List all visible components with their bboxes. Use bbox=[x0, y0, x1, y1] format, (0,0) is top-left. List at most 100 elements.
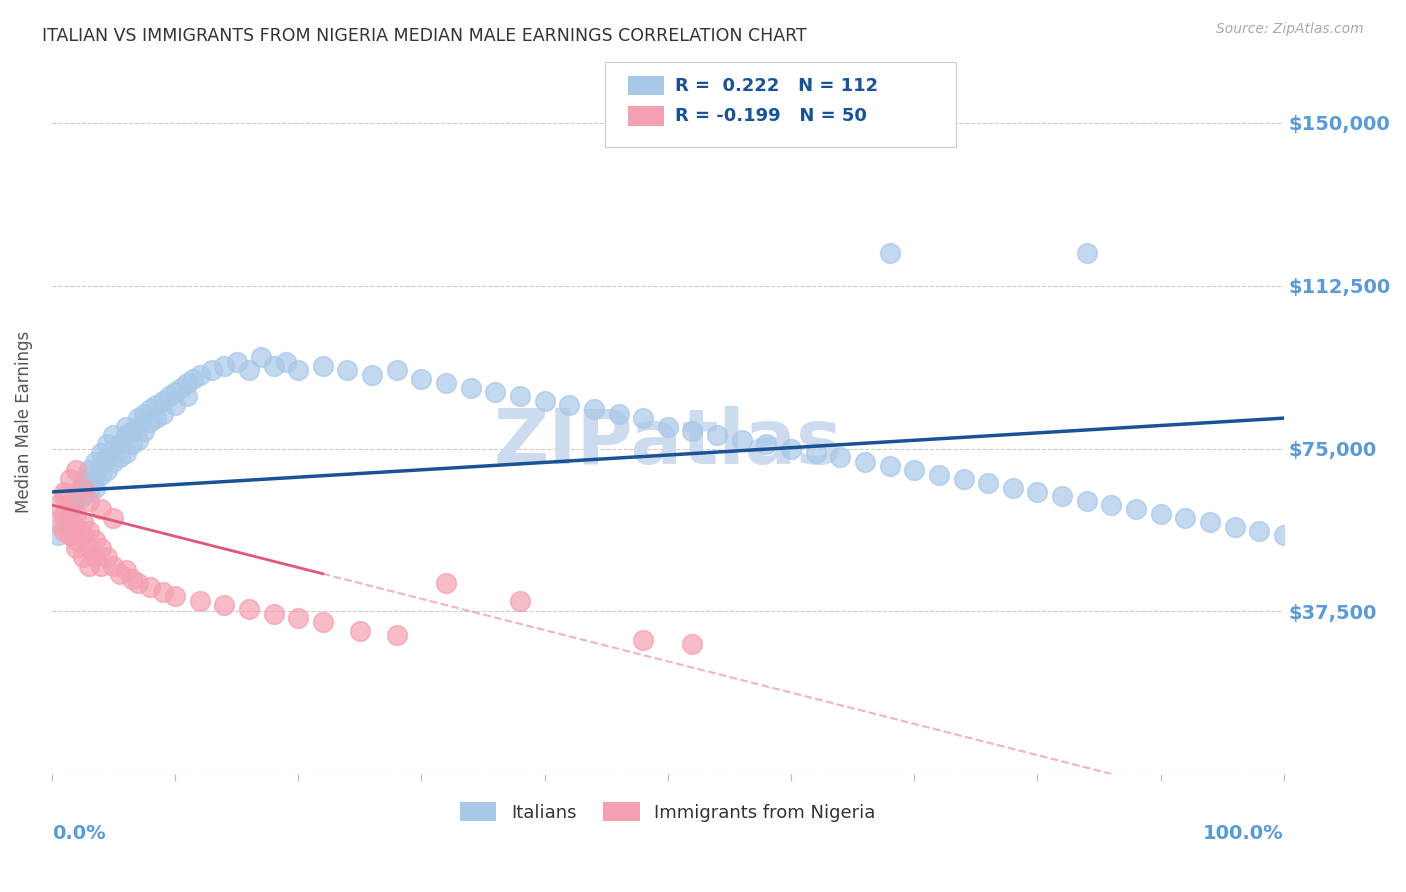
Point bbox=[103, 428, 125, 442]
Point bbox=[312, 359, 335, 373]
Text: ITALIAN VS IMMIGRANTS FROM NIGERIA MEDIAN MALE EARNINGS CORRELATION CHART: ITALIAN VS IMMIGRANTS FROM NIGERIA MEDIA… bbox=[42, 27, 807, 45]
Point bbox=[46, 516, 69, 530]
Point bbox=[312, 615, 335, 630]
Point bbox=[103, 454, 125, 468]
Point bbox=[127, 576, 149, 591]
Point bbox=[121, 424, 143, 438]
Point bbox=[1076, 246, 1098, 260]
Point bbox=[631, 411, 654, 425]
Point bbox=[65, 507, 87, 521]
Point bbox=[238, 363, 260, 377]
Point bbox=[96, 450, 118, 465]
Point bbox=[152, 393, 174, 408]
Point bbox=[103, 442, 125, 456]
Point bbox=[127, 419, 149, 434]
Point bbox=[682, 424, 704, 438]
Point bbox=[103, 511, 125, 525]
Point bbox=[121, 572, 143, 586]
Text: 100.0%: 100.0% bbox=[1204, 823, 1284, 843]
Point bbox=[65, 485, 87, 500]
Point bbox=[152, 584, 174, 599]
Point bbox=[780, 442, 803, 456]
Point bbox=[77, 476, 100, 491]
Point bbox=[145, 398, 167, 412]
Point bbox=[804, 446, 827, 460]
Point bbox=[90, 541, 112, 556]
Point bbox=[157, 389, 180, 403]
Point bbox=[72, 489, 94, 503]
Point bbox=[103, 558, 125, 573]
Point bbox=[72, 472, 94, 486]
Point bbox=[83, 472, 105, 486]
Point bbox=[83, 481, 105, 495]
Point bbox=[188, 368, 211, 382]
Point bbox=[46, 498, 69, 512]
Point bbox=[533, 393, 555, 408]
Point bbox=[582, 402, 605, 417]
Point bbox=[53, 516, 76, 530]
Point bbox=[434, 376, 457, 391]
Point bbox=[201, 363, 224, 377]
Point bbox=[952, 472, 974, 486]
Point bbox=[1223, 519, 1246, 533]
Point bbox=[139, 416, 162, 430]
Point bbox=[127, 433, 149, 447]
Point bbox=[65, 493, 87, 508]
Point bbox=[336, 363, 359, 377]
Text: ZIPatlas: ZIPatlas bbox=[494, 406, 842, 480]
Point bbox=[558, 398, 581, 412]
Point bbox=[59, 528, 82, 542]
Point bbox=[176, 376, 198, 391]
Point bbox=[287, 363, 309, 377]
Point bbox=[59, 498, 82, 512]
Point bbox=[65, 533, 87, 547]
Point bbox=[170, 381, 193, 395]
Point bbox=[349, 624, 371, 638]
Point bbox=[114, 428, 136, 442]
Point bbox=[127, 411, 149, 425]
Point bbox=[59, 472, 82, 486]
Point bbox=[928, 467, 950, 482]
Point bbox=[1150, 507, 1173, 521]
Point bbox=[108, 450, 131, 465]
Point bbox=[90, 458, 112, 473]
Point bbox=[509, 389, 531, 403]
Point bbox=[1001, 481, 1024, 495]
Point bbox=[163, 398, 186, 412]
Point bbox=[77, 541, 100, 556]
Point bbox=[853, 454, 876, 468]
Point bbox=[263, 607, 285, 621]
Text: R = -0.199   N = 50: R = -0.199 N = 50 bbox=[675, 107, 866, 125]
Point bbox=[72, 516, 94, 530]
Text: 0.0%: 0.0% bbox=[52, 823, 105, 843]
Point bbox=[361, 368, 384, 382]
Point bbox=[139, 402, 162, 417]
Point bbox=[163, 385, 186, 400]
Point bbox=[657, 419, 679, 434]
Point bbox=[108, 437, 131, 451]
Point bbox=[53, 485, 76, 500]
Point bbox=[77, 524, 100, 538]
Point bbox=[152, 407, 174, 421]
Point bbox=[96, 550, 118, 565]
Point bbox=[460, 381, 482, 395]
Point bbox=[879, 458, 901, 473]
Point bbox=[83, 533, 105, 547]
Point bbox=[212, 359, 235, 373]
Point bbox=[274, 354, 297, 368]
Point bbox=[225, 354, 247, 368]
Point bbox=[96, 463, 118, 477]
Point bbox=[1125, 502, 1147, 516]
Point bbox=[108, 567, 131, 582]
Point bbox=[263, 359, 285, 373]
Point bbox=[484, 385, 506, 400]
Point bbox=[53, 524, 76, 538]
Point bbox=[1099, 498, 1122, 512]
Point bbox=[83, 550, 105, 565]
Point bbox=[1199, 516, 1222, 530]
Point bbox=[411, 372, 433, 386]
Point bbox=[879, 246, 901, 260]
Point bbox=[183, 372, 205, 386]
Point bbox=[755, 437, 778, 451]
Point bbox=[121, 437, 143, 451]
